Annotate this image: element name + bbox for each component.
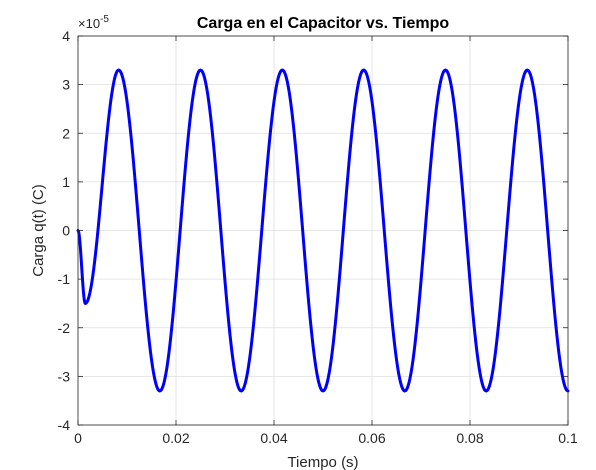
y-multiplier-base: ×10	[78, 16, 100, 31]
ticks	[77, 35, 569, 426]
y-tick-label: 3	[62, 77, 70, 93]
x-tick-label: 0.04	[260, 430, 287, 446]
y-tick-label: 0	[62, 223, 70, 239]
y-tick-label: 1	[62, 174, 70, 190]
y-tick-label: -3	[58, 368, 71, 384]
series-line	[76, 68, 570, 393]
y-axis-label: Carga q(t) (C)	[30, 184, 47, 277]
series-layer	[76, 68, 570, 393]
x-tick-label: 0.06	[358, 430, 385, 446]
y-tick-label: -4	[58, 417, 71, 433]
x-tick-label: 0.02	[162, 430, 189, 446]
y-tick-labels: -4 -3 -2 -1 0 1 2 3 4	[58, 28, 71, 433]
chart-title: Carga en el Capacitor vs. Tiempo	[197, 15, 449, 32]
y-tick-label: 4	[62, 28, 70, 44]
x-tick-label: 0.1	[558, 430, 578, 446]
y-tick-label: -2	[58, 320, 71, 336]
y-multiplier-exponent: -5	[100, 14, 109, 25]
x-tick-label: 0	[74, 430, 82, 446]
x-tick-label: 0.08	[456, 430, 483, 446]
y-multiplier: ×10-5	[78, 14, 109, 31]
x-tick-labels: 0 0.02 0.04 0.06 0.08 0.1	[74, 430, 578, 446]
y-tick-label: -1	[58, 271, 71, 287]
y-tick-label: 2	[62, 125, 70, 141]
x-axis-label: Tiempo (s)	[287, 454, 358, 470]
